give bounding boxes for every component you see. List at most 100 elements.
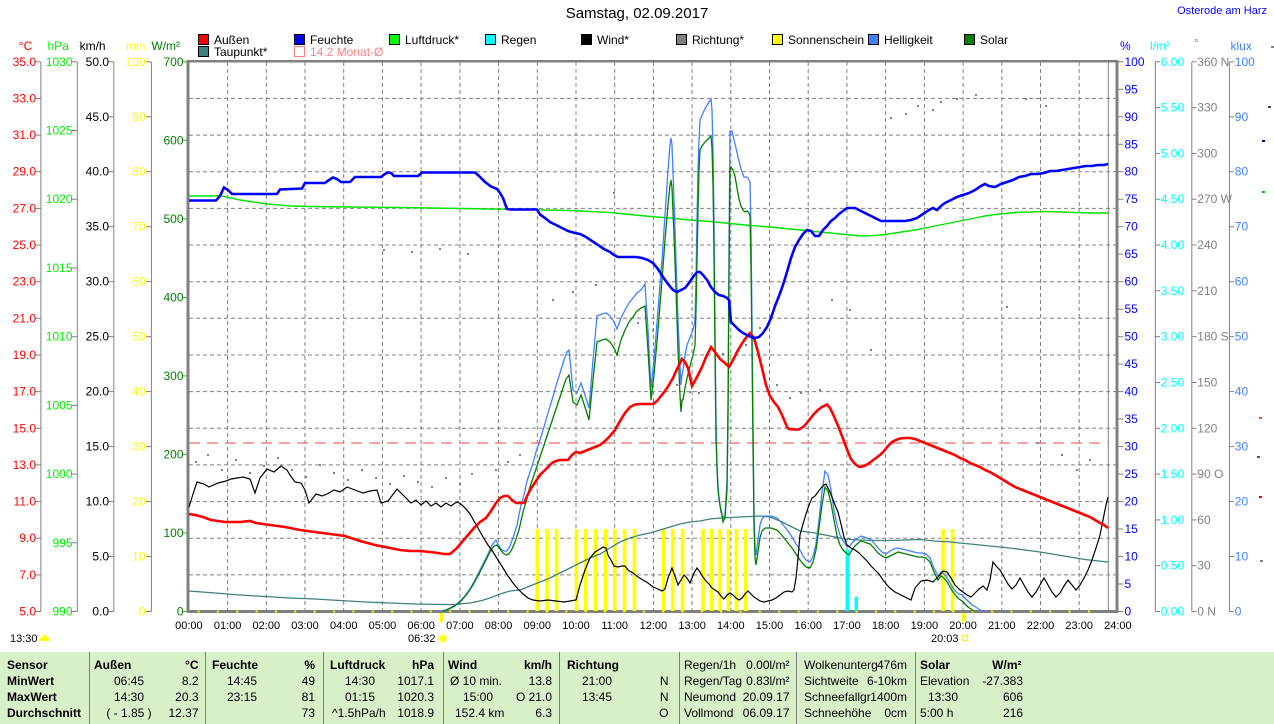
svg-text:20: 20 <box>132 495 146 509</box>
svg-text:50: 50 <box>132 330 146 344</box>
svg-text:5: 5 <box>1125 577 1132 591</box>
svg-text:360 N: 360 N <box>1197 55 1229 69</box>
svg-text:0: 0 <box>177 605 184 619</box>
svg-text:600: 600 <box>163 133 183 147</box>
svg-text:06:32: 06:32 <box>408 633 436 645</box>
svg-text:65: 65 <box>1125 247 1139 261</box>
svg-text:klux: klux <box>1231 39 1252 53</box>
svg-text:40: 40 <box>1235 385 1249 399</box>
svg-text:500: 500 <box>163 212 183 226</box>
svg-text:75: 75 <box>1125 192 1139 206</box>
svg-text:2.00: 2.00 <box>1161 421 1185 435</box>
svg-text:300: 300 <box>1197 146 1217 160</box>
svg-text:100: 100 <box>125 55 145 69</box>
svg-text:210: 210 <box>1197 284 1217 298</box>
svg-text:90: 90 <box>1125 110 1139 124</box>
svg-text:00:00: 00:00 <box>175 620 203 632</box>
svg-text:3.00: 3.00 <box>1161 330 1185 344</box>
svg-text:85: 85 <box>1125 137 1139 151</box>
svg-text:40.0: 40.0 <box>86 165 110 179</box>
svg-text:0.00: 0.00 <box>1161 605 1185 619</box>
svg-text:70: 70 <box>1125 220 1139 234</box>
svg-text:19:00: 19:00 <box>911 620 939 632</box>
svg-text:60: 60 <box>132 275 146 289</box>
svg-text:05:00: 05:00 <box>369 620 397 632</box>
svg-text:11.0: 11.0 <box>14 495 37 509</box>
svg-text:25.0: 25.0 <box>13 238 37 252</box>
svg-text:330: 330 <box>1197 101 1217 115</box>
svg-text:20: 20 <box>1235 495 1249 509</box>
svg-text:02:00: 02:00 <box>253 620 281 632</box>
svg-text:100: 100 <box>1235 55 1255 69</box>
svg-text:4.00: 4.00 <box>1161 238 1185 252</box>
svg-text:15: 15 <box>1125 522 1139 536</box>
svg-text:25.0: 25.0 <box>86 330 110 344</box>
svg-text:35: 35 <box>1125 412 1139 426</box>
svg-text:21:00: 21:00 <box>988 620 1016 632</box>
svg-text:70: 70 <box>132 220 146 234</box>
svg-text:2.50: 2.50 <box>1161 376 1185 390</box>
svg-text:27.0: 27.0 <box>13 201 37 215</box>
svg-text:18:00: 18:00 <box>872 620 900 632</box>
svg-text:6.00: 6.00 <box>1161 55 1185 69</box>
svg-text:1005: 1005 <box>46 398 73 412</box>
svg-text:15:00: 15:00 <box>756 620 784 632</box>
svg-text:995: 995 <box>52 536 72 550</box>
svg-text:1030: 1030 <box>46 55 73 69</box>
svg-text:80: 80 <box>1125 165 1139 179</box>
svg-text:10: 10 <box>132 550 146 564</box>
svg-text:180 S: 180 S <box>1197 330 1228 344</box>
svg-text:22:00: 22:00 <box>1027 620 1055 632</box>
svg-text:100: 100 <box>1125 55 1145 69</box>
svg-text:0.0: 0.0 <box>92 605 109 619</box>
svg-text:45: 45 <box>1125 357 1139 371</box>
svg-text:60: 60 <box>1125 275 1139 289</box>
svg-text:29.0: 29.0 <box>13 165 37 179</box>
svg-text:08:00: 08:00 <box>485 620 513 632</box>
svg-text:13:00: 13:00 <box>678 620 706 632</box>
svg-text:04:00: 04:00 <box>330 620 358 632</box>
svg-text:70: 70 <box>1235 220 1249 234</box>
svg-text:0: 0 <box>1125 605 1132 619</box>
svg-text:30: 30 <box>1235 440 1249 454</box>
svg-text:19.0: 19.0 <box>13 348 37 362</box>
svg-text:14:00: 14:00 <box>717 620 745 632</box>
svg-text:07:00: 07:00 <box>446 620 474 632</box>
svg-text:25: 25 <box>1125 467 1139 481</box>
svg-text:30: 30 <box>1125 440 1139 454</box>
svg-text:80: 80 <box>132 165 146 179</box>
svg-text:20:03: 20:03 <box>931 633 959 645</box>
svg-text:1000: 1000 <box>46 467 73 481</box>
svg-text:30: 30 <box>132 440 146 454</box>
svg-text:1.50: 1.50 <box>1161 467 1185 481</box>
svg-text:150: 150 <box>1197 376 1217 390</box>
svg-text:1015: 1015 <box>46 261 73 275</box>
svg-text:40: 40 <box>132 385 146 399</box>
svg-text:60: 60 <box>1197 513 1211 527</box>
svg-text:80: 80 <box>1235 165 1249 179</box>
svg-text:11:00: 11:00 <box>601 620 628 632</box>
svg-text:60: 60 <box>1235 275 1249 289</box>
svg-text:30: 30 <box>1197 559 1211 573</box>
svg-text:5.0: 5.0 <box>19 605 36 619</box>
svg-text:hPa: hPa <box>48 39 70 53</box>
svg-text:100: 100 <box>163 526 183 540</box>
svg-text:km/h: km/h <box>80 39 106 53</box>
svg-text:5.50: 5.50 <box>1161 101 1185 115</box>
svg-text:45.0: 45.0 <box>86 110 110 124</box>
svg-text:50: 50 <box>1125 330 1139 344</box>
svg-text:990: 990 <box>52 605 72 619</box>
svg-text:50: 50 <box>1235 330 1249 344</box>
svg-text:9.0: 9.0 <box>19 531 36 545</box>
svg-text:20:00: 20:00 <box>949 620 977 632</box>
svg-text:15.0: 15.0 <box>13 421 37 435</box>
svg-text:35.0: 35.0 <box>13 55 37 69</box>
svg-text:23:00: 23:00 <box>1065 620 1093 632</box>
svg-text:09:00: 09:00 <box>524 620 552 632</box>
svg-text:270 W: 270 W <box>1197 192 1232 206</box>
svg-text:30.0: 30.0 <box>86 275 110 289</box>
svg-text:16:00: 16:00 <box>794 620 822 632</box>
svg-text:50.0: 50.0 <box>86 55 110 69</box>
svg-text:5.0: 5.0 <box>92 550 109 564</box>
svg-text:20: 20 <box>1125 495 1139 509</box>
